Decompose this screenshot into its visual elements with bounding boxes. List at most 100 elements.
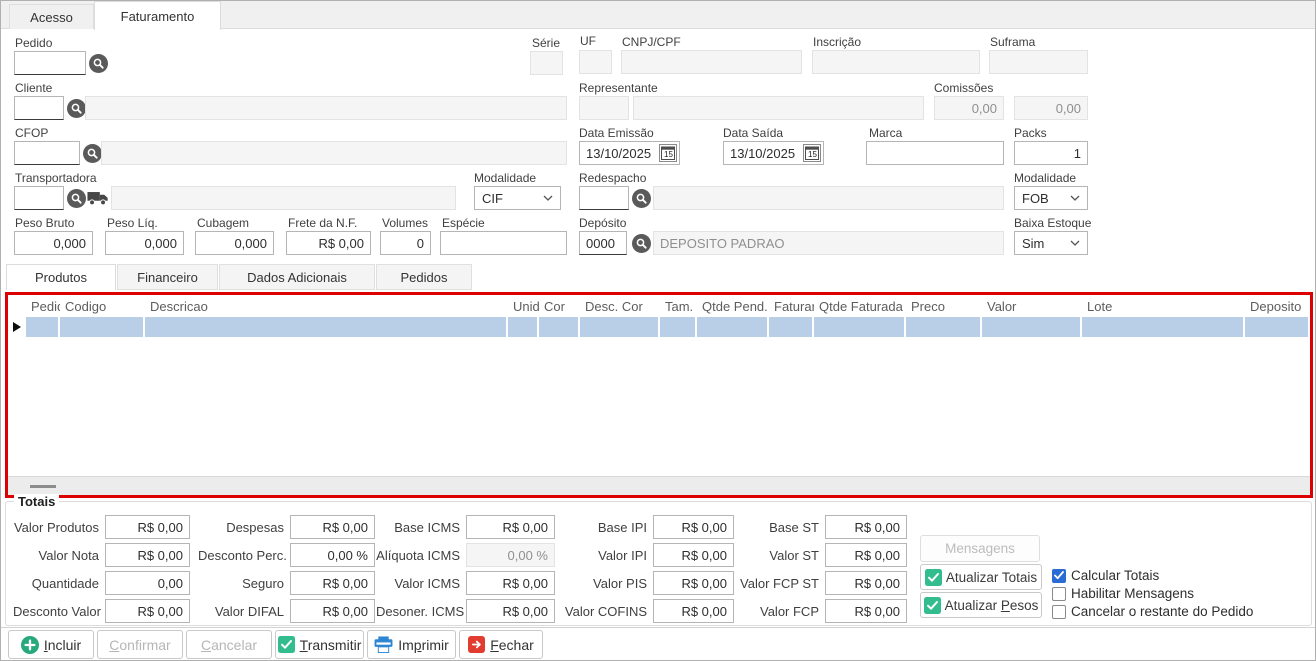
serie-input xyxy=(530,51,563,75)
grid-cell[interactable] xyxy=(982,317,1082,337)
cliente-search-button[interactable] xyxy=(67,99,86,118)
grid-cell[interactable] xyxy=(769,317,814,337)
redespacho-input[interactable] xyxy=(579,186,629,210)
base-icms-input[interactable] xyxy=(466,515,555,539)
grid-header-lote[interactable]: Lote xyxy=(1082,295,1245,317)
modalidade-frete-select[interactable]: CIF xyxy=(474,186,561,210)
valor-nota-input[interactable] xyxy=(105,543,190,567)
baixa-estoque-select[interactable]: Sim xyxy=(1014,231,1088,255)
grid-cell[interactable] xyxy=(697,317,769,337)
grid-header-cor[interactable]: Cor xyxy=(539,295,580,317)
valor-fcp-st-input[interactable] xyxy=(825,571,907,595)
deposito-codigo-input[interactable] xyxy=(579,231,627,255)
base-st-input[interactable] xyxy=(825,515,907,539)
grid-header-valor[interactable]: Valor xyxy=(982,295,1082,317)
peso-bruto-label: Peso Bruto xyxy=(15,216,74,230)
transportadora-truck-button[interactable] xyxy=(87,189,109,207)
baixa-estoque-value: Sim xyxy=(1022,236,1044,251)
pedido-input[interactable] xyxy=(14,51,86,75)
grid-header-deposito[interactable]: Deposito xyxy=(1245,295,1310,317)
grid-header-desc-cor[interactable]: Desc. Cor xyxy=(580,295,660,317)
grid-cell[interactable] xyxy=(580,317,660,337)
peso-liq-input[interactable] xyxy=(105,231,184,255)
grid-cell[interactable] xyxy=(660,317,697,337)
grid-header-descricao[interactable]: Descricao xyxy=(145,295,508,317)
checkbox-calcular-totais[interactable]: Calcular Totais xyxy=(1052,568,1159,583)
desoner-icms-input[interactable] xyxy=(466,599,555,623)
grid-cell[interactable] xyxy=(145,317,508,337)
grid-header-preco[interactable]: Preco xyxy=(906,295,982,317)
valor-produtos-input[interactable] xyxy=(105,515,190,539)
valor-difal-input[interactable] xyxy=(290,599,375,623)
suframa-label: Suframa xyxy=(990,35,1035,49)
tab-produtos[interactable]: Produtos xyxy=(6,264,116,290)
grid-cell[interactable] xyxy=(539,317,580,337)
scrollbar-thumb[interactable] xyxy=(30,485,56,488)
peso-bruto-input[interactable] xyxy=(14,231,93,255)
checkbox-habilitar-mensagens[interactable]: Habilitar Mensagens xyxy=(1052,586,1194,601)
despesas-input[interactable] xyxy=(290,515,375,539)
seguro-input[interactable] xyxy=(290,571,375,595)
incluir-button[interactable]: Incluir xyxy=(8,630,94,659)
pedido-search-button[interactable] xyxy=(89,54,108,73)
cfop-search-button[interactable] xyxy=(83,144,102,163)
grid-cell[interactable] xyxy=(26,317,60,337)
checkbox-cancelar-restante[interactable]: Cancelar o restante do Pedido xyxy=(1052,604,1253,619)
grid-cell[interactable] xyxy=(60,317,145,337)
grid-header-tam[interactable]: Tam. xyxy=(660,295,697,317)
base-ipi-input[interactable] xyxy=(653,515,734,539)
grid-header-qtde-pend[interactable]: Qtde Pend. xyxy=(697,295,769,317)
valor-st-input[interactable] xyxy=(825,543,907,567)
cliente-input[interactable] xyxy=(14,96,64,120)
grid-header-pedido[interactable]: Pedido xyxy=(26,295,60,317)
check-icon xyxy=(278,636,295,653)
grid-horizontal-scrollbar[interactable] xyxy=(8,476,1310,495)
data-emissao-field[interactable]: 13/10/2025 15 xyxy=(579,141,680,165)
tab-dados-adicionais[interactable]: Dados Adicionais xyxy=(219,264,375,290)
frete-nf-input[interactable] xyxy=(286,231,371,255)
grid-header-faturar[interactable]: Faturar xyxy=(769,295,814,317)
valor-fcp-input[interactable] xyxy=(825,599,907,623)
packs-input[interactable] xyxy=(1014,141,1088,165)
data-saida-calendar-button[interactable]: 15 xyxy=(803,144,821,162)
tab-pedidos[interactable]: Pedidos xyxy=(376,264,472,290)
grid-selected-row[interactable] xyxy=(8,317,1310,337)
tab-financeiro[interactable]: Financeiro xyxy=(117,264,218,290)
valor-cofins-input[interactable] xyxy=(653,599,734,623)
tab-faturamento[interactable]: Faturamento xyxy=(94,1,221,30)
valor-icms-input[interactable] xyxy=(466,571,555,595)
especie-input[interactable] xyxy=(440,231,567,255)
quantidade-input[interactable] xyxy=(105,571,190,595)
atualizar-totais-button[interactable]: Atualizar Totais xyxy=(920,564,1042,590)
seguro-label: Seguro xyxy=(198,576,290,591)
grid-header-qtde-faturada[interactable]: Qtde Faturada xyxy=(814,295,906,317)
grid-cell[interactable] xyxy=(1082,317,1245,337)
grid-header-unid[interactable]: Unid. xyxy=(508,295,539,317)
valor-pis-input[interactable] xyxy=(653,571,734,595)
grid-cell[interactable] xyxy=(508,317,539,337)
desconto-perc-input[interactable] xyxy=(290,543,375,567)
grid-cell[interactable] xyxy=(814,317,906,337)
transportadora-input[interactable] xyxy=(14,186,64,210)
grid-header-codigo[interactable]: Codigo xyxy=(60,295,145,317)
volumes-input[interactable] xyxy=(380,231,431,255)
cfop-input[interactable] xyxy=(14,141,80,165)
modalidade-entrega-select[interactable]: FOB xyxy=(1014,186,1088,210)
desconto-valor-input[interactable] xyxy=(105,599,190,623)
valor-ipi-input[interactable] xyxy=(653,543,734,567)
produtos-grid: Pedido Codigo Descricao Unid. Cor Desc. … xyxy=(5,292,1313,498)
redespacho-search-button[interactable] xyxy=(632,189,651,208)
imprimir-button[interactable]: Imprimir xyxy=(367,630,456,659)
data-saida-field[interactable]: 13/10/2025 15 xyxy=(723,141,824,165)
transportadora-search-button[interactable] xyxy=(67,189,86,208)
grid-cell[interactable] xyxy=(906,317,982,337)
grid-cell[interactable] xyxy=(1245,317,1308,337)
deposito-search-button[interactable] xyxy=(632,234,651,253)
transmitir-button[interactable]: Transmitir xyxy=(275,630,364,659)
tab-acesso[interactable]: Acesso xyxy=(9,4,94,29)
fechar-button[interactable]: Fechar xyxy=(459,630,543,659)
atualizar-pesos-button[interactable]: Atualizar Pesos xyxy=(920,592,1042,618)
cubagem-input[interactable] xyxy=(195,231,274,255)
marca-input[interactable] xyxy=(866,141,1004,165)
data-emissao-calendar-button[interactable]: 15 xyxy=(659,144,677,162)
